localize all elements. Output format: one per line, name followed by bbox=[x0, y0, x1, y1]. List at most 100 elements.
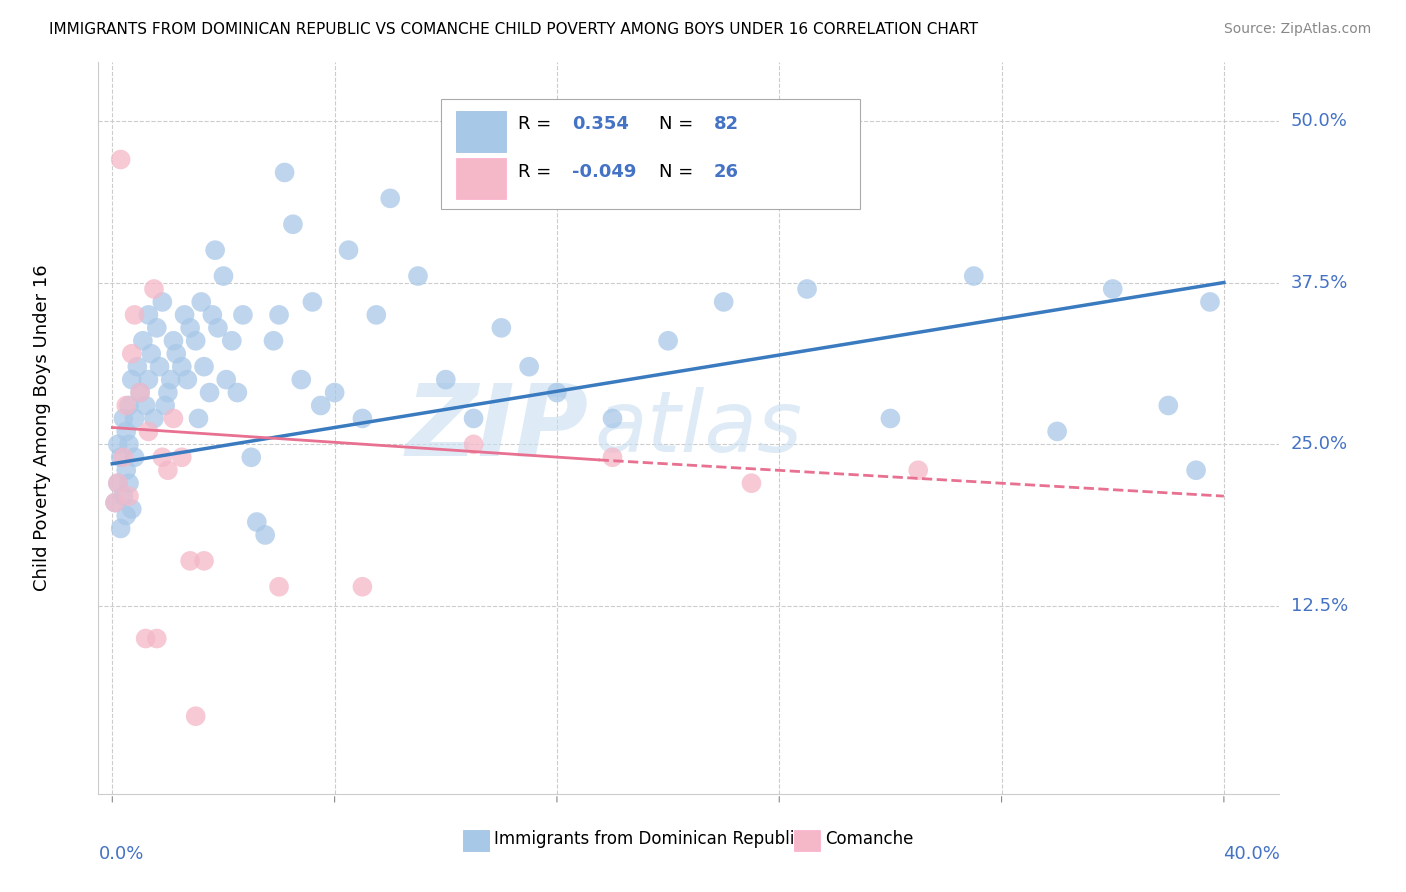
Point bbox=[434, 373, 457, 387]
Text: 0.354: 0.354 bbox=[572, 115, 628, 134]
Point bbox=[267, 580, 290, 594]
Point bbox=[121, 373, 143, 387]
Point bbox=[124, 450, 146, 465]
Point bbox=[107, 476, 129, 491]
Text: 25.0%: 25.0% bbox=[1291, 435, 1348, 453]
Text: 0.0%: 0.0% bbox=[98, 845, 143, 863]
Point bbox=[143, 282, 166, 296]
Point bbox=[281, 217, 304, 231]
Point bbox=[107, 437, 129, 451]
Point bbox=[170, 450, 193, 465]
Point bbox=[162, 411, 184, 425]
Text: N =: N = bbox=[659, 162, 699, 180]
Point bbox=[463, 411, 485, 425]
Text: Child Poverty Among Boys Under 16: Child Poverty Among Boys Under 16 bbox=[32, 265, 51, 591]
Point bbox=[121, 502, 143, 516]
Point bbox=[112, 450, 135, 465]
Point bbox=[176, 373, 198, 387]
Text: IMMIGRANTS FROM DOMINICAN REPUBLIC VS COMANCHE CHILD POVERTY AMONG BOYS UNDER 16: IMMIGRANTS FROM DOMINICAN REPUBLIC VS CO… bbox=[49, 22, 979, 37]
Point bbox=[118, 476, 141, 491]
Point bbox=[162, 334, 184, 348]
FancyBboxPatch shape bbox=[457, 158, 506, 199]
Point bbox=[301, 294, 323, 309]
FancyBboxPatch shape bbox=[464, 830, 489, 851]
Point bbox=[713, 294, 735, 309]
Point bbox=[212, 268, 235, 283]
FancyBboxPatch shape bbox=[457, 111, 506, 152]
Point bbox=[138, 373, 160, 387]
Point bbox=[118, 489, 141, 503]
Point bbox=[156, 463, 179, 477]
Point bbox=[124, 308, 146, 322]
Point bbox=[232, 308, 254, 322]
Point bbox=[963, 268, 986, 283]
Point bbox=[1185, 463, 1208, 477]
Point bbox=[173, 308, 195, 322]
Point bbox=[309, 399, 332, 413]
Point bbox=[146, 632, 169, 646]
Point bbox=[323, 385, 346, 400]
Point bbox=[179, 321, 201, 335]
Point bbox=[193, 359, 215, 374]
Point bbox=[129, 385, 152, 400]
Point bbox=[110, 450, 132, 465]
Point bbox=[141, 347, 163, 361]
Point bbox=[170, 359, 193, 374]
Text: Comanche: Comanche bbox=[825, 830, 912, 848]
Point bbox=[153, 399, 176, 413]
Point bbox=[796, 282, 818, 296]
Text: 26: 26 bbox=[714, 162, 738, 180]
Point bbox=[380, 191, 402, 205]
Point bbox=[267, 308, 290, 322]
Text: ZIP: ZIP bbox=[405, 380, 589, 476]
Point bbox=[110, 153, 132, 167]
Point bbox=[187, 411, 209, 425]
Point bbox=[1157, 399, 1180, 413]
Point bbox=[127, 359, 149, 374]
Point bbox=[132, 334, 155, 348]
Point bbox=[115, 463, 138, 477]
Point bbox=[406, 268, 429, 283]
Point bbox=[602, 411, 624, 425]
Point bbox=[879, 411, 901, 425]
Text: atlas: atlas bbox=[595, 386, 803, 470]
Point bbox=[290, 373, 312, 387]
Point bbox=[201, 308, 224, 322]
Point bbox=[740, 476, 762, 491]
Point bbox=[190, 294, 212, 309]
Text: -0.049: -0.049 bbox=[572, 162, 637, 180]
Text: 82: 82 bbox=[714, 115, 740, 134]
Text: R =: R = bbox=[517, 162, 557, 180]
Point bbox=[124, 411, 146, 425]
Point bbox=[118, 399, 141, 413]
Point bbox=[129, 385, 152, 400]
Point bbox=[148, 359, 170, 374]
Point bbox=[104, 495, 127, 509]
Point bbox=[112, 411, 135, 425]
Point bbox=[107, 476, 129, 491]
Point bbox=[179, 554, 201, 568]
Point bbox=[135, 399, 157, 413]
Point bbox=[463, 437, 485, 451]
Text: 12.5%: 12.5% bbox=[1291, 597, 1348, 615]
Point bbox=[135, 632, 157, 646]
Point bbox=[104, 495, 127, 509]
Point bbox=[184, 709, 207, 723]
Point bbox=[115, 508, 138, 523]
Point bbox=[240, 450, 263, 465]
Point bbox=[273, 165, 295, 179]
Point bbox=[546, 385, 568, 400]
Point bbox=[1101, 282, 1123, 296]
Text: 40.0%: 40.0% bbox=[1223, 845, 1279, 863]
FancyBboxPatch shape bbox=[441, 99, 860, 209]
Point bbox=[159, 373, 181, 387]
Point bbox=[138, 425, 160, 439]
Text: R =: R = bbox=[517, 115, 557, 134]
Point bbox=[138, 308, 160, 322]
Point bbox=[352, 580, 374, 594]
Point bbox=[491, 321, 513, 335]
FancyBboxPatch shape bbox=[794, 830, 820, 851]
Point bbox=[146, 321, 169, 335]
Point bbox=[517, 359, 540, 374]
Point bbox=[337, 243, 360, 257]
